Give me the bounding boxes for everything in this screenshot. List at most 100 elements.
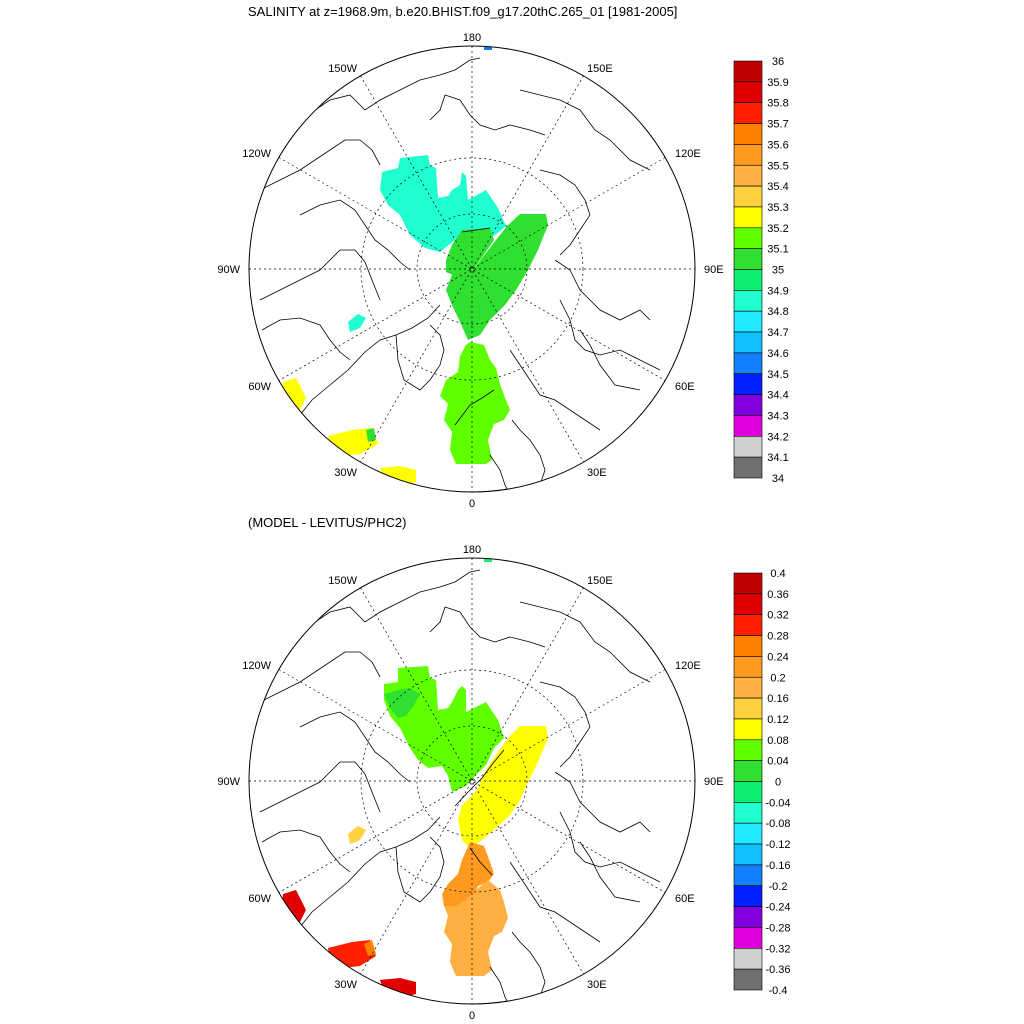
- colorbar1-swatch: [733, 123, 763, 145]
- colorbar2-tick-label: 0.4: [770, 568, 785, 580]
- colorbar-salinity: 36 35.9 35.8 35.7 35.6 35.5 35.4 35.3 35.2 35.1 35…: [733, 56, 789, 485]
- colorbar2-tick-label: 0.32: [767, 610, 788, 622]
- map1-lon-label-60e: 60E: [675, 381, 695, 393]
- map1-region-fram-strait: [440, 342, 510, 464]
- colorbar2-tick-label: -0.12: [765, 839, 790, 851]
- colorbar1-swatch: [733, 394, 763, 416]
- colorbar1-swatch: [733, 373, 763, 395]
- map2-region-baffin-spot: [348, 826, 366, 844]
- colorbar2-swatch: [733, 739, 763, 761]
- colorbar2-swatch: [733, 614, 763, 636]
- map2-lon-label-120e: 120E: [675, 660, 701, 672]
- colorbar1-swatch: [733, 456, 763, 479]
- map1-region-labrador-patch: [282, 378, 306, 410]
- colorbar2-swatch: [733, 781, 763, 803]
- map1-lon-label-90e: 90E: [704, 264, 724, 276]
- map2-lon-label-30w: 30W: [334, 979, 357, 991]
- map1-lon-label-0: 0: [469, 498, 475, 510]
- colorbar2-tick-label: -0.36: [765, 964, 790, 976]
- colorbar1-swatch: [733, 248, 763, 270]
- colorbar1-swatch: [733, 269, 763, 291]
- map1-coastlines: [259, 57, 661, 492]
- colorbar1-swatch: [733, 435, 763, 458]
- colorbar2-swatch: [733, 572, 763, 595]
- colorbar1-tick-label: 34.9: [767, 285, 788, 297]
- colorbar1-swatch: [733, 81, 763, 103]
- colorbar2-tick-label: -0.16: [765, 860, 790, 872]
- map2-lon-label-0: 0: [469, 1010, 475, 1022]
- map2-region-fram-strait: [442, 842, 494, 912]
- map2-contours: [454, 749, 505, 876]
- map2-region-bering-spot: [484, 558, 492, 562]
- colorbar1-swatch: [733, 164, 763, 187]
- colorbar1-tick-label: 34: [772, 473, 784, 485]
- colorbar1-tick-label: 34.7: [767, 327, 788, 339]
- colorbar1-tick-label: 34.4: [767, 390, 788, 402]
- colorbar2-tick-label: 0.24: [767, 651, 788, 663]
- map2-boundary: [248, 557, 696, 1005]
- map2-region-eurasian-basin: [458, 726, 548, 848]
- map1-lon-label-180: 180: [463, 32, 481, 44]
- colorbar2-swatch: [733, 718, 763, 741]
- colorbar-difference: 0.4 0.36 0.32 0.28 0.24 0.2 0.16 0.12 0.08 0.04 0 -…: [733, 568, 791, 997]
- colorbar2-tick-label: 0.16: [767, 693, 788, 705]
- map2-lon-label-90w: 90W: [217, 776, 240, 788]
- map1-region-baffin-spot: [348, 314, 366, 332]
- colorbar2-swatch: [733, 906, 763, 928]
- map2-region-nordic-seas: [444, 880, 508, 976]
- map2-lon-label-180: 180: [463, 544, 481, 556]
- colorbar2-tick-label: 0.2: [770, 672, 785, 684]
- map1-graticule: [249, 46, 695, 492]
- map1-lon-label-30e: 30E: [587, 467, 607, 479]
- map2-lon-label-60w: 60W: [248, 893, 271, 905]
- map2-lon-label-30e: 30E: [587, 979, 607, 991]
- map2-lon-label-150w: 150W: [328, 575, 357, 587]
- polar-map-salinity: 180 0 90W 90E 150W 120W 150E 120E 60W 30…: [217, 32, 723, 510]
- colorbar1-tick-label: 36: [772, 56, 784, 68]
- colorbar2-tick-label: -0.2: [769, 881, 788, 893]
- colorbar1-tick-label: 34.8: [767, 306, 788, 318]
- colorbar1-swatch: [733, 352, 763, 375]
- colorbar2-swatch: [733, 843, 763, 866]
- colorbar2-tick-label: -0.24: [765, 902, 790, 914]
- colorbar2-tick-label: -0.04: [765, 797, 790, 809]
- difference-subtitle: (MODEL - LEVITUS/PHC2): [248, 515, 407, 530]
- map1-lon-label-30w: 30W: [334, 467, 357, 479]
- colorbar2-tick-label: 0.28: [767, 631, 788, 643]
- plot-title: SALINITY at z=1968.9m, b.e20.BHIST.f09_g…: [248, 4, 678, 19]
- colorbar2-swatch: [733, 656, 763, 678]
- colorbar2-tick-label: -0.4: [769, 985, 788, 997]
- map1-boundary: [248, 45, 696, 493]
- colorbar2-tick-label: -0.28: [765, 922, 790, 934]
- map1-lon-label-150w: 150W: [328, 63, 357, 75]
- colorbar1-swatch: [733, 102, 763, 124]
- map2-lon-label-90e: 90E: [704, 776, 724, 788]
- map1-region-eurasian-basin-upper: [446, 228, 494, 276]
- colorbar1-tick-label: 35.7: [767, 119, 788, 131]
- colorbar1-swatch: [733, 310, 763, 333]
- map2-lon-label-120w: 120W: [242, 660, 271, 672]
- colorbar2-swatch: [733, 760, 763, 782]
- colorbar2-swatch: [733, 885, 763, 907]
- map2-region-labrador-patch: [282, 890, 306, 922]
- colorbar1-swatch: [733, 227, 763, 249]
- map1-region-greenland-green: [366, 428, 376, 442]
- map2-lon-label-150e: 150E: [587, 575, 613, 587]
- colorbar1-tick-label: 35.3: [767, 202, 788, 214]
- colorbar1-tick-label: 35: [772, 265, 784, 277]
- colorbar1-swatch: [733, 206, 763, 229]
- colorbar2-swatch: [733, 802, 763, 824]
- map1-lon-label-150e: 150E: [587, 63, 613, 75]
- colorbar1-tick-label: 35.8: [767, 98, 788, 110]
- colorbar1-swatch: [733, 60, 763, 83]
- colorbar1-swatch: [733, 415, 763, 437]
- colorbar2-tick-label: 0.36: [767, 589, 788, 601]
- colorbar2-swatch: [733, 947, 763, 970]
- map1-lon-label-60w: 60W: [248, 381, 271, 393]
- colorbar2-tick-label: 0.04: [767, 756, 788, 768]
- map1-region-eurasian-basin-lower: [446, 214, 548, 340]
- colorbar2-swatch: [733, 822, 763, 845]
- colorbar1-tick-label: 34.3: [767, 410, 788, 422]
- colorbar2-swatch: [733, 968, 763, 991]
